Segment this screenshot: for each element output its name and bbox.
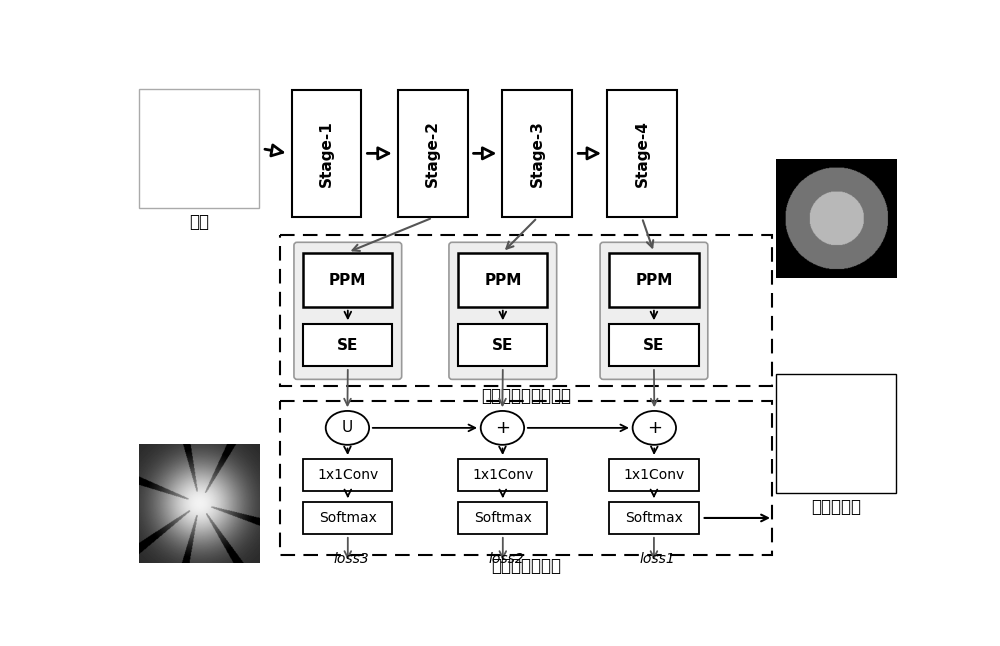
Text: 多监督聚合模块: 多监督聚合模块 [491, 557, 561, 575]
FancyBboxPatch shape [449, 242, 557, 379]
Bar [776, 374, 896, 494]
Text: 1x1Conv: 1x1Conv [317, 468, 378, 482]
Text: 上下文信息抽取模块: 上下文信息抽取模块 [481, 388, 571, 405]
Bar [502, 90, 572, 217]
Bar [607, 90, 677, 217]
Ellipse shape [326, 411, 369, 445]
Bar [458, 324, 547, 366]
Bar [458, 502, 547, 534]
Text: PPM: PPM [484, 273, 522, 287]
FancyBboxPatch shape [294, 242, 402, 379]
Text: Softmax: Softmax [625, 511, 683, 525]
Text: +: + [647, 419, 662, 437]
FancyBboxPatch shape [600, 242, 708, 379]
Text: Stage-1: Stage-1 [319, 120, 334, 187]
Text: U: U [342, 421, 353, 435]
Bar [292, 90, 361, 217]
Bar [609, 253, 698, 307]
Text: 1x1Conv: 1x1Conv [623, 468, 685, 482]
Bar [609, 324, 698, 366]
Bar [303, 459, 392, 491]
Text: 1x1Conv: 1x1Conv [472, 468, 533, 482]
Text: Softmax: Softmax [474, 511, 532, 525]
Bar [303, 253, 392, 307]
Ellipse shape [633, 411, 676, 445]
Text: Softmax: Softmax [319, 511, 377, 525]
Bar [303, 324, 392, 366]
Text: loss2: loss2 [488, 552, 524, 566]
Text: loss1: loss1 [639, 552, 675, 566]
Bar [458, 459, 547, 491]
Bar [303, 502, 392, 534]
Text: PPM: PPM [635, 273, 673, 287]
Bar [398, 90, 468, 217]
Bar [139, 89, 259, 209]
Text: SE: SE [492, 338, 514, 353]
Bar [458, 253, 547, 307]
Bar [609, 502, 698, 534]
Bar [609, 459, 698, 491]
Text: Stage-2: Stage-2 [425, 120, 440, 187]
Text: loss3: loss3 [333, 552, 369, 566]
Text: SE: SE [643, 338, 665, 353]
Text: +: + [495, 419, 510, 437]
Text: 分割结果图: 分割结果图 [811, 498, 861, 516]
Bar [280, 401, 772, 555]
Ellipse shape [481, 411, 524, 445]
Text: PPM: PPM [329, 273, 366, 287]
Text: Stage-4: Stage-4 [634, 120, 649, 187]
Text: SE: SE [337, 338, 358, 353]
Text: Stage-3: Stage-3 [530, 120, 545, 187]
Text: 输入: 输入 [189, 213, 209, 231]
Bar [280, 235, 772, 386]
